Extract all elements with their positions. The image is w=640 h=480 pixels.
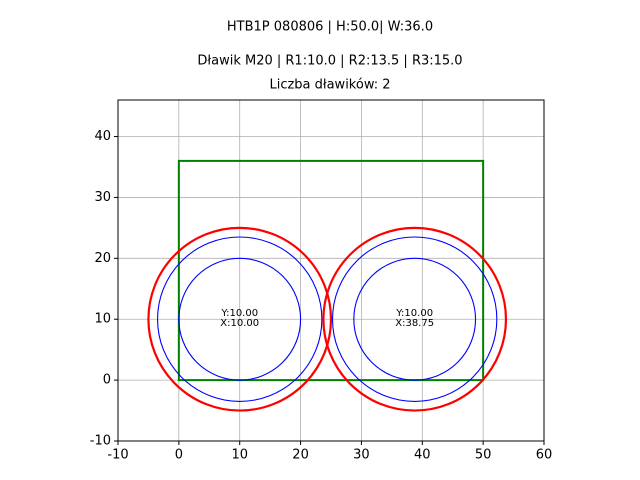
y-tick-label: 30 [94,190,111,205]
x-tick-label: 40 [414,448,431,463]
x-tick-label: 50 [475,448,492,463]
circle [322,226,508,412]
x-tick-label: 0 [175,448,183,463]
x-tick-label: 60 [536,448,553,463]
y-tick-label: 40 [94,129,111,144]
plot-frame [117,99,545,442]
subtitle: Dławik M20 | R1:10.0 | R2:13.5 | R3:15.0 [197,54,462,69]
x-tick-label: 30 [353,448,370,463]
x-tick-label: 20 [292,448,309,463]
subtitle: Liczba dławików: 2 [269,78,390,93]
x-tick-label: 10 [231,448,248,463]
circle [331,236,498,402]
circle [353,257,477,381]
center-label: X:38.75 [395,318,434,329]
y-tick-label: 0 [103,373,111,388]
circle [157,236,323,402]
y-tick-label: 20 [94,251,111,266]
y-tick-label: -10 [90,434,111,449]
center-label: Y:10.00 [395,308,433,319]
y-tick-label: 10 [94,312,111,327]
title: HTB1P 080806 | H:50.0| W:36.0 [227,20,433,35]
enclosure [177,159,485,382]
center-label: Y:10.00 [220,308,258,319]
circle [147,226,333,412]
center-label: X:10.00 [220,318,259,329]
x-tick-label: -10 [107,448,128,463]
circle [178,257,302,381]
